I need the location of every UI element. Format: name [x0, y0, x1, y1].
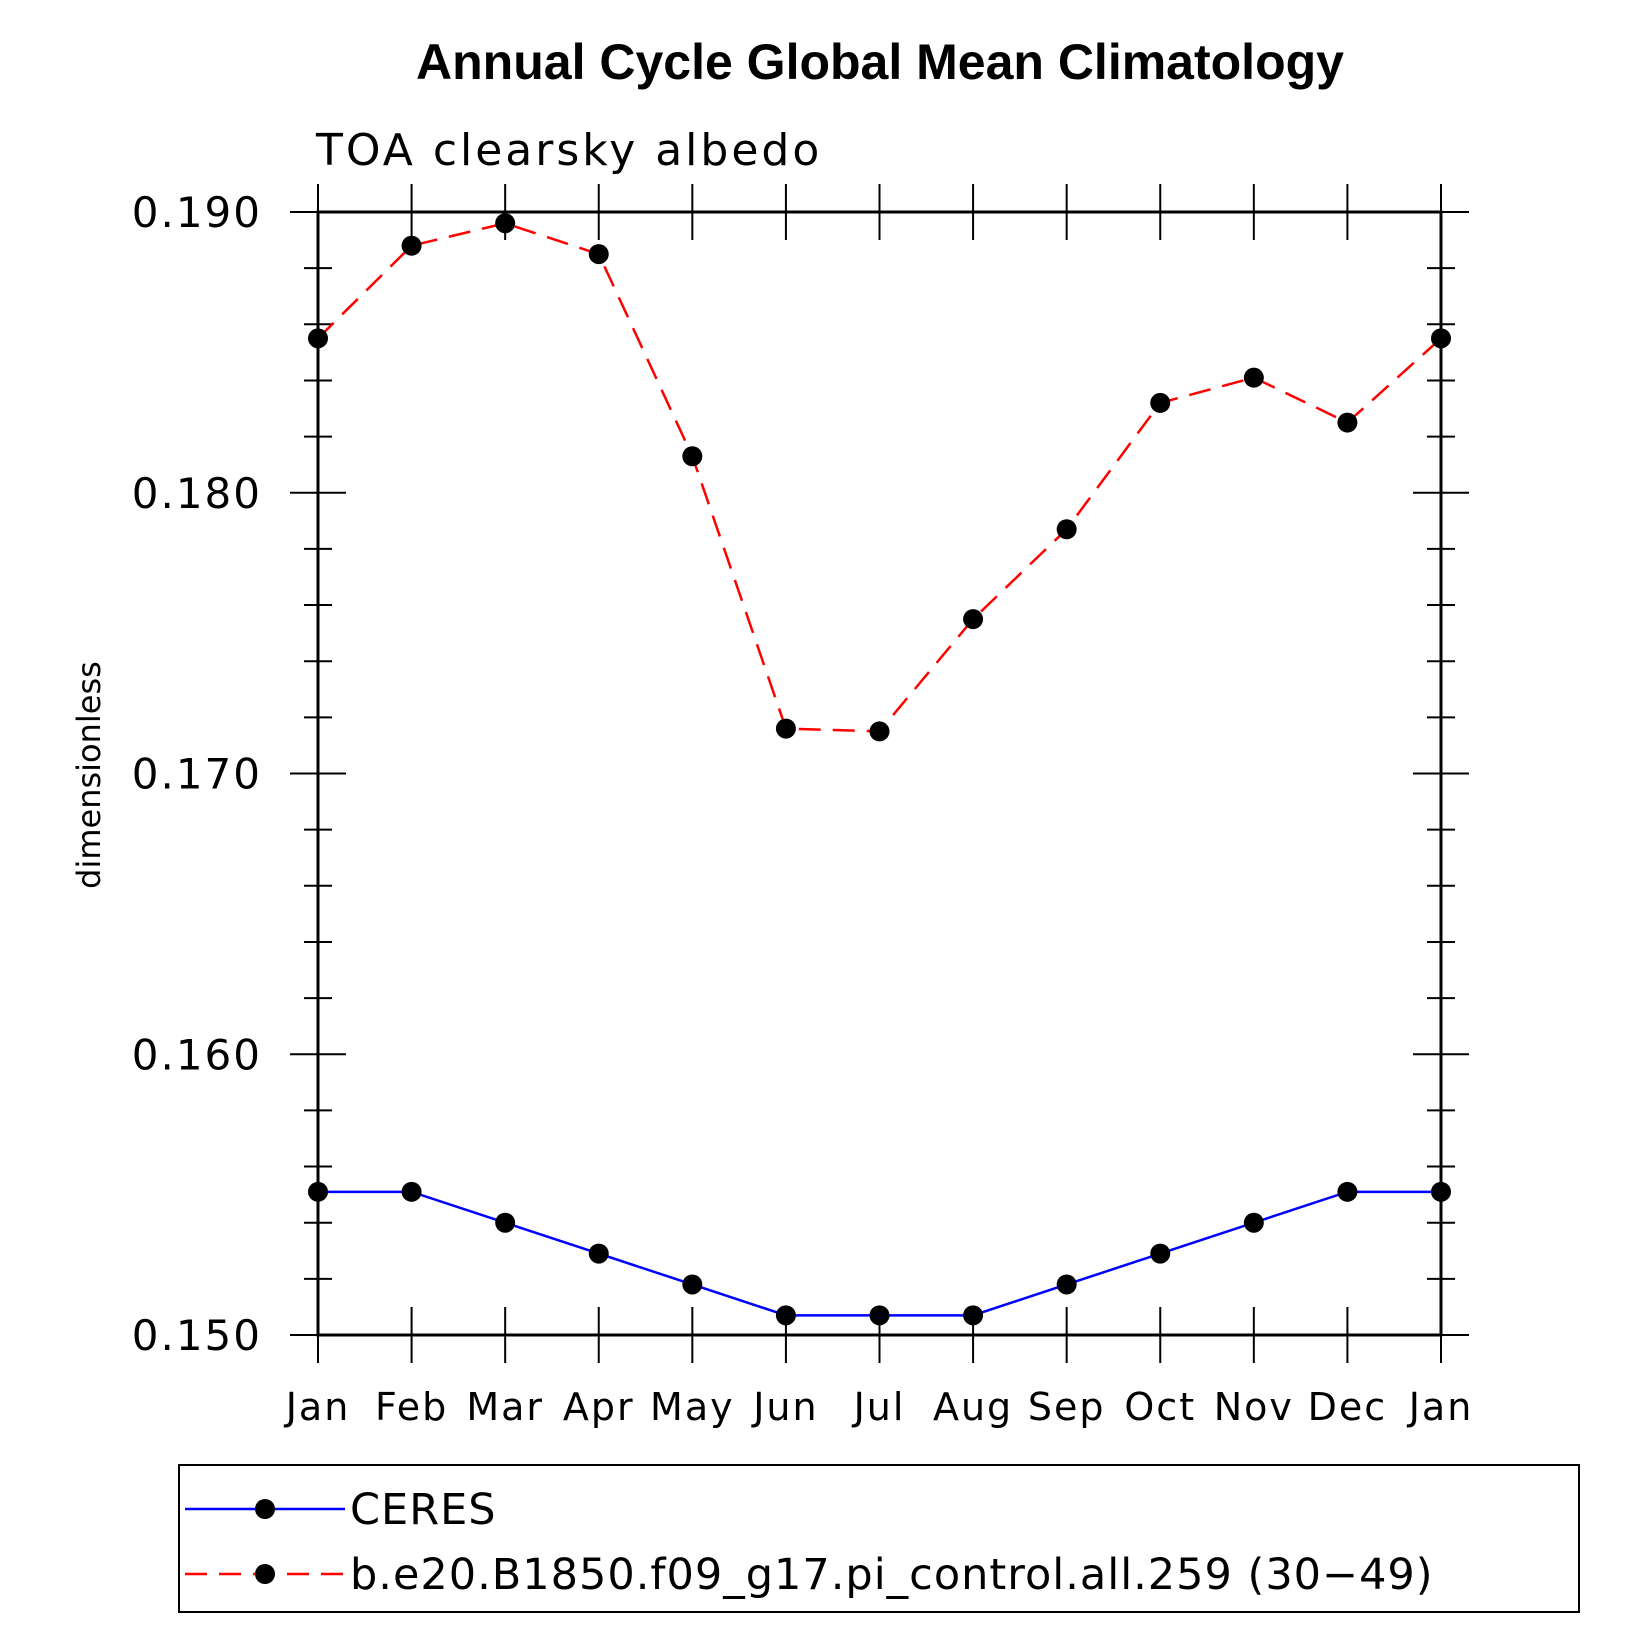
x-tick-label: Feb: [375, 1385, 448, 1429]
series-layer: [308, 213, 1451, 1326]
series-1-point: [869, 721, 890, 742]
y-tick-label: 0.150: [132, 1311, 262, 1360]
legend-label-0: CERES: [350, 1485, 497, 1535]
series-0-point: [682, 1274, 703, 1295]
series-1-point: [775, 718, 796, 739]
x-tick-label: Aug: [933, 1385, 1013, 1429]
x-axis-ticks: Jan Feb Mar Apr May Jun Jul Aug Sep Oct Nov Dec Jan: [284, 184, 1474, 1429]
series-0-point: [1431, 1181, 1451, 1202]
y-tick-label: 0.160: [132, 1030, 262, 1079]
series-0-point: [963, 1305, 984, 1326]
y-axis-ticks: 0.150 0.160 0.170 0.180 0.190: [132, 188, 1469, 1360]
chart-subtitle: TOA clearsky albedo: [315, 125, 822, 176]
x-tick-label: Jan: [284, 1385, 351, 1429]
series-0-point: [869, 1305, 890, 1326]
series-0-point: [588, 1243, 609, 1264]
series-0-point: [401, 1181, 422, 1202]
y-tick-label: 0.190: [132, 188, 262, 237]
y-axis-label: dimensionless: [70, 661, 108, 889]
series-1-point: [588, 244, 609, 265]
x-tick-label: Jul: [852, 1385, 906, 1429]
plot-frame: [316, 210, 1443, 1337]
series-1-point: [1337, 412, 1358, 433]
legend-marker-0: [255, 1499, 275, 1519]
x-tick-label: Oct: [1124, 1385, 1196, 1429]
series-0-point: [1337, 1181, 1358, 1202]
legend: CERES b.e20.B1850.f09_g17.pi_control.all.…: [178, 1464, 1580, 1613]
legend-label-1: b.e20.B1850.f09_g17.pi_control.all.259 (…: [350, 1550, 1434, 1600]
plot-border: [316, 210, 1443, 1337]
series-1-point: [495, 213, 516, 234]
series-0-point: [495, 1212, 516, 1233]
x-tick-label: Nov: [1214, 1385, 1294, 1429]
series-0-point: [1150, 1243, 1171, 1264]
series-1-point: [963, 609, 984, 630]
y-tick-label: 0.170: [132, 750, 262, 799]
legend-marker-1: [255, 1564, 275, 1584]
series-0-point: [775, 1305, 796, 1326]
x-tick-label: Jan: [1407, 1385, 1474, 1429]
series-1-point: [401, 235, 422, 256]
series-1-point: [1150, 392, 1171, 413]
series-1-point: [1056, 519, 1077, 540]
series-0-point: [1243, 1212, 1264, 1233]
y-tick-label: 0.180: [132, 469, 262, 518]
series-1-point: [682, 446, 703, 467]
x-tick-label: May: [650, 1385, 735, 1429]
series-1-point: [1243, 367, 1264, 388]
x-tick-label: Mar: [466, 1385, 544, 1429]
series-0-point: [308, 1181, 328, 1202]
series-1-point: [308, 328, 328, 349]
x-tick-label: Sep: [1028, 1385, 1106, 1429]
x-tick-label: Dec: [1308, 1385, 1388, 1429]
series-0-point: [1056, 1274, 1077, 1295]
legend-box: [178, 1464, 1580, 1613]
x-tick-label: Jun: [751, 1385, 818, 1429]
chart-title: Annual Cycle Global Mean Climatology: [416, 34, 1344, 90]
series-line-1: [317, 221, 1442, 733]
series-line-0: [318, 1190, 1441, 1317]
x-tick-label: Apr: [563, 1385, 635, 1429]
series-1-point: [1431, 328, 1451, 349]
